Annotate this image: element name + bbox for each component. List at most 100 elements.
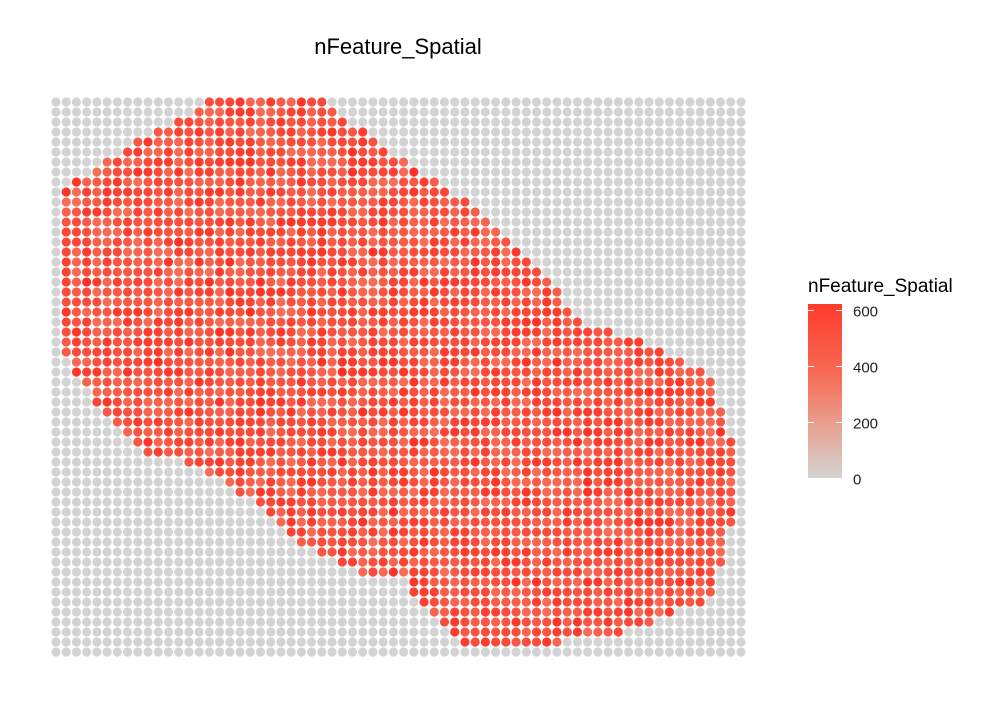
background-spot <box>184 557 194 567</box>
background-spot <box>276 537 286 547</box>
background-spot <box>337 627 347 637</box>
background-spot <box>593 107 603 117</box>
tissue-spot <box>337 187 347 197</box>
background-spot <box>572 267 583 277</box>
background-spot <box>715 117 726 127</box>
tissue-spot <box>276 287 286 297</box>
tissue-spot <box>92 357 102 367</box>
background-spot <box>644 137 654 147</box>
tissue-spot <box>460 597 470 607</box>
tissue-spot <box>174 167 184 177</box>
background-spot <box>143 117 153 127</box>
tissue-spot <box>552 467 562 477</box>
background-spot <box>603 267 613 277</box>
background-spot <box>51 377 61 387</box>
tissue-spot <box>572 567 583 577</box>
tissue-spot <box>358 337 368 347</box>
background-spot <box>122 587 133 597</box>
background-spot <box>603 237 613 247</box>
tissue-spot <box>439 587 450 597</box>
background-spot <box>726 287 736 297</box>
tissue-spot <box>143 157 153 167</box>
tissue-spot <box>654 437 664 447</box>
background-spot <box>266 637 276 647</box>
tissue-spot <box>450 277 460 287</box>
tissue-spot <box>378 317 388 327</box>
background-spot <box>736 407 746 417</box>
legend-tick-label: 400 <box>853 359 879 377</box>
tissue-spot <box>255 497 266 507</box>
tissue-spot <box>235 187 245 197</box>
background-spot <box>112 637 122 647</box>
tissue-spot <box>266 97 276 107</box>
background-spot <box>736 337 746 347</box>
tissue-spot <box>675 367 685 377</box>
background-spot <box>726 147 736 157</box>
tissue-spot <box>511 287 521 297</box>
tissue-spot <box>266 297 276 307</box>
background-spot <box>112 137 122 147</box>
background-spot <box>542 217 552 227</box>
background-spot <box>266 577 276 587</box>
background-spot <box>51 557 61 567</box>
tissue-spot <box>347 277 358 287</box>
tissue-spot <box>470 227 480 237</box>
tissue-spot <box>675 467 685 477</box>
tissue-spot <box>603 487 613 497</box>
tissue-spot <box>562 607 572 617</box>
tissue-spot <box>92 347 102 357</box>
background-spot <box>685 357 695 367</box>
background-spot <box>572 147 583 157</box>
tissue-spot <box>715 537 726 547</box>
tissue-spot <box>388 277 398 287</box>
tissue-spot <box>122 187 133 197</box>
tissue-spot <box>439 287 450 297</box>
tissue-spot <box>439 547 450 557</box>
tissue-spot <box>153 167 163 177</box>
tissue-spot <box>501 357 511 367</box>
tissue-spot <box>82 337 92 347</box>
tissue-spot <box>593 517 603 527</box>
background-spot <box>92 137 102 147</box>
tissue-spot <box>194 287 204 297</box>
tissue-spot <box>511 487 521 497</box>
tissue-spot <box>388 227 398 237</box>
tissue-spot <box>307 217 317 227</box>
background-spot <box>644 197 654 207</box>
background-spot <box>71 547 82 557</box>
tissue-spot <box>296 277 306 287</box>
tissue-spot <box>450 627 460 637</box>
background-spot <box>613 277 623 287</box>
background-spot <box>654 187 664 197</box>
background-spot <box>388 147 398 157</box>
tissue-spot <box>531 387 542 397</box>
tissue-spot <box>184 307 194 317</box>
tissue-spot <box>429 297 439 307</box>
background-spot <box>286 567 296 577</box>
tissue-spot <box>255 137 266 147</box>
background-spot <box>593 177 603 187</box>
tissue-spot <box>480 357 490 367</box>
tissue-spot <box>470 387 480 397</box>
tissue-spot <box>194 417 204 427</box>
tissue-spot <box>419 207 429 217</box>
background-spot <box>388 137 398 147</box>
tissue-spot <box>409 317 419 327</box>
background-spot <box>705 287 715 297</box>
tissue-spot <box>317 367 327 377</box>
background-spot <box>623 267 634 277</box>
background-spot <box>51 147 61 157</box>
tissue-spot <box>634 357 644 367</box>
tissue-spot <box>603 337 613 347</box>
tissue-spot <box>358 467 368 477</box>
tissue-spot <box>235 447 245 457</box>
background-spot <box>163 637 174 647</box>
tissue-spot <box>358 387 368 397</box>
background-spot <box>122 497 133 507</box>
tissue-spot <box>143 257 153 267</box>
tissue-spot <box>623 517 634 527</box>
tissue-spot <box>71 257 82 267</box>
tissue-spot <box>562 327 572 337</box>
background-spot <box>736 587 746 597</box>
tissue-spot <box>92 327 102 337</box>
